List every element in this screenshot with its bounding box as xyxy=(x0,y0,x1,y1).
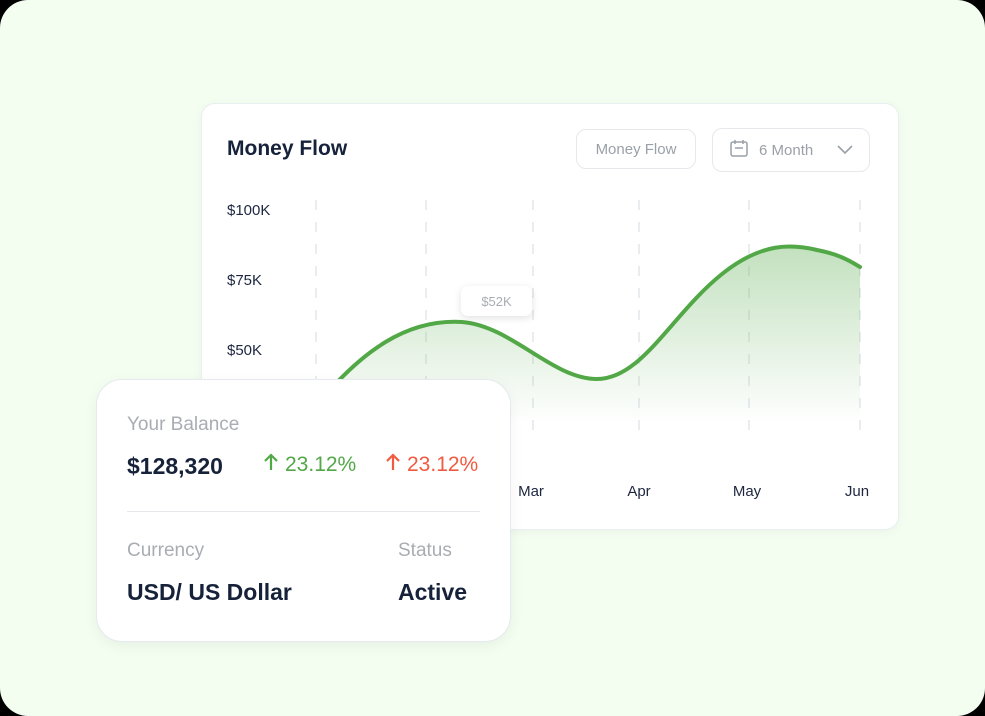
arrow-up-icon xyxy=(263,453,279,477)
balance-value: $128,320 xyxy=(127,453,223,479)
negative-change-value: 23.12% xyxy=(407,453,479,476)
x-tick-mar: Mar xyxy=(518,483,544,500)
period-select[interactable]: 6 Month xyxy=(712,128,870,172)
y-tick-50k: $50K xyxy=(227,342,263,359)
balance-card: Your Balance $128,320 23.12% 23.12% Curr… xyxy=(96,379,511,642)
money-flow-filter-button[interactable]: Money Flow xyxy=(576,129,696,169)
x-tick-jun: Jun xyxy=(844,483,870,500)
chart-title: Money Flow xyxy=(227,137,348,160)
y-tick-75k: $75K xyxy=(227,272,263,289)
status-value: Active xyxy=(398,579,468,605)
period-select-value: 6 Month xyxy=(759,141,814,159)
divider xyxy=(127,511,480,512)
currency-label: Currency xyxy=(127,540,205,561)
x-tick-apr: Apr xyxy=(627,483,651,500)
status-label: Status xyxy=(398,540,452,561)
currency-value: USD/ US Dollar xyxy=(127,579,292,605)
y-tick-100k: $100K xyxy=(227,202,271,219)
x-tick-may: May xyxy=(732,483,762,500)
balance-label: Your Balance xyxy=(127,414,240,435)
positive-change: 23.12% xyxy=(263,453,356,477)
positive-change-value: 23.12% xyxy=(285,453,357,476)
arrow-up-icon xyxy=(385,453,401,477)
calendar-icon xyxy=(729,138,749,162)
money-flow-filter-label: Money Flow xyxy=(595,140,677,158)
chevron-down-icon xyxy=(837,142,853,159)
chart-tooltip: $52K xyxy=(461,286,532,316)
negative-change: 23.12% xyxy=(385,453,478,477)
